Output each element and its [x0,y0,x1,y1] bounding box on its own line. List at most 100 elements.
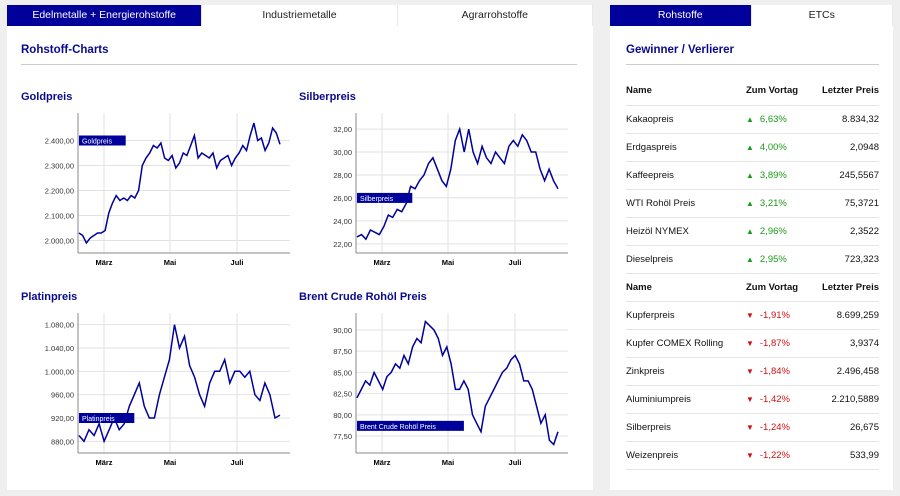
x-tick-label: Mai [442,458,455,467]
column-header: Name [626,77,730,106]
table-row[interactable]: Kakaopreis ▲ 6,63% 8.834,32 [626,105,879,134]
series-label-box [79,413,135,423]
silver-chart[interactable]: Silberpreis März Mai Juli 22,00 24,00 26,00 28,… [299,91,569,281]
table-row[interactable]: Kupferpreis ▼ -1,91% 8.699,259 [626,301,879,330]
price-value: 2.496,458 [817,357,879,386]
price-value: 8.834,32 [817,105,879,134]
column-header: Name [626,273,730,302]
commodity-name[interactable]: Weizenpreis [626,441,730,470]
table-row[interactable]: WTI Rohöl Preis ▲ 3,21% 75,3721 [626,189,879,218]
series-label-box [79,135,126,146]
table-row[interactable]: Zinkpreis ▼ -1,84% 2.496,458 [626,357,879,386]
table-row[interactable]: Kupfer COMEX Rolling ▼ -1,87% 3,9374 [626,329,879,358]
change-value: -1,24% [759,421,790,433]
column-header: Zum Vortag [729,273,818,302]
y-tick-label: 2.200,00 [45,187,74,196]
y-tick-label: 1.080,00 [45,321,74,330]
chart-title: Silberpreis [299,91,356,103]
y-tick-label: 80,00 [333,411,352,420]
change-value: -1,22% [759,449,790,461]
y-tick-label: 2.400,00 [45,137,74,146]
change-cell: ▲ 4,00% [729,133,818,162]
x-tick-label: Juli [231,258,244,267]
x-tick-label: März [373,258,390,267]
series-label: Silberpreis [360,196,394,203]
tab-rohstoffe[interactable]: Rohstoffe [610,5,752,26]
winners-losers-table: Name Zum Vortag Letzter Preis Kakaopreis ▲ 6,… [626,77,879,470]
y-tick-label: 77,50 [333,432,352,441]
tab-edelmetalle[interactable]: Edelmetalle + Energierohstoffe [7,5,203,26]
commodity-name[interactable]: Dieselpreis [626,245,730,274]
platinum-chart[interactable]: Platinpreis März Mai Juli 880,00 920,00 960,00… [21,291,291,481]
winners-losers-panel: Rohstoffe ETCs Gewinner / Verlierer Name… [610,5,893,490]
change-value: 2,96% [759,225,787,237]
divider [21,64,577,65]
change-value: -1,91% [759,309,790,321]
change-value: 3,89% [759,169,787,181]
series-line [78,324,281,444]
price-value: 533,99 [817,441,879,470]
y-tick-label: 2.000,00 [45,237,74,246]
change-value: -1,87% [759,337,790,349]
tab-etcs[interactable]: ETCs [751,5,893,26]
column-header: Zum Vortag [729,77,818,106]
price-value: 26,675 [817,413,879,442]
commodity-name[interactable]: Kaffeepreis [626,161,730,190]
tab-agrarrohstoffe[interactable]: Agrarrohstoffe [397,5,593,26]
change-cell: ▼ -1,22% [729,441,818,470]
y-tick-label: 2.100,00 [45,212,74,221]
commodity-name[interactable]: Silberpreis [626,413,730,442]
chart-title: Goldpreis [21,91,73,103]
y-tick-label: 85,00 [333,368,352,377]
column-header: Letzter Preis [817,273,879,302]
x-tick-label: Mai [442,258,455,267]
commodity-name[interactable]: Kupfer COMEX Rolling [626,329,730,358]
divider [626,64,879,65]
table-row[interactable]: Heizöl NYMEX ▲ 2,96% 2,3522 [626,217,879,246]
x-tick-label: Juli [509,458,522,467]
commodity-name[interactable]: Kakaopreis [626,105,730,134]
arrow-up-icon: ▲ [745,254,754,264]
chart-title: Platinpreis [21,291,78,303]
x-tick-label: Juli [509,258,522,267]
commodity-name[interactable]: WTI Rohöl Preis [626,189,730,218]
y-tick-label: 2.300,00 [45,162,74,171]
table-row[interactable]: Weizenpreis ▼ -1,22% 533,99 [626,441,879,470]
x-tick-label: Mai [164,258,177,267]
table-row[interactable]: Silberpreis ▼ -1,24% 26,675 [626,413,879,442]
arrow-down-icon: ▼ [745,310,754,320]
commodity-name[interactable]: Zinkpreis [626,357,730,386]
change-cell: ▲ 3,21% [729,189,818,218]
change-value: 3,21% [759,197,787,209]
arrow-down-icon: ▼ [745,450,754,460]
series-label-box [357,420,464,431]
table-header: Name Zum Vortag Letzter Preis [626,77,879,106]
charts-panel: Edelmetalle + Energierohstoffe Industrie… [7,5,593,490]
table-row[interactable]: Dieselpreis ▲ 2,95% 723,323 [626,245,879,274]
series-line [356,320,559,446]
line-chart: März Mai Juli 77,50 80,00 82,50 85,00 87,50 90,0… [333,313,568,467]
table-row[interactable]: Kaffeepreis ▲ 3,89% 245,5567 [626,161,879,190]
y-tick-label: 960,00 [51,391,74,400]
y-tick-label: 1.000,00 [45,367,74,376]
table-row[interactable]: Erdgaspreis ▲ 4,00% 2,0948 [626,133,879,162]
price-value: 723,323 [817,245,879,274]
tab-industriemetalle[interactable]: Industriemetalle [202,5,398,26]
change-value: -1,42% [759,393,790,405]
section-title: Gewinner / Verlierer [626,44,735,56]
y-tick-label: 30,00 [333,148,352,157]
gold-chart[interactable]: Goldpreis März Mai Juli 2.000,00 2.100,00 2.20… [21,91,291,281]
change-cell: ▲ 6,63% [729,105,818,134]
series-label: Brent Crude Rohöl Preis [360,424,436,431]
commodity-name[interactable]: Erdgaspreis [626,133,730,162]
commodity-name[interactable]: Heizöl NYMEX [626,217,730,246]
line-chart: März Mai Juli 22,00 24,00 26,00 28,00 30,00 32,0… [333,113,568,267]
price-value: 245,5567 [817,161,879,190]
brent-chart[interactable]: Brent Crude Rohöl Preis März Mai Juli 77,50 8… [299,291,569,481]
commodity-name[interactable]: Kupferpreis [626,301,730,330]
line-chart: März Mai Juli 2.000,00 2.100,00 2.200,00 2.300… [45,113,290,267]
table-row[interactable]: Aluminiumpreis ▼ -1,42% 2.210,5889 [626,385,879,414]
section-title: Rohstoff-Charts [21,44,109,56]
y-tick-label: 26,00 [333,194,352,203]
commodity-name[interactable]: Aluminiumpreis [626,385,730,414]
